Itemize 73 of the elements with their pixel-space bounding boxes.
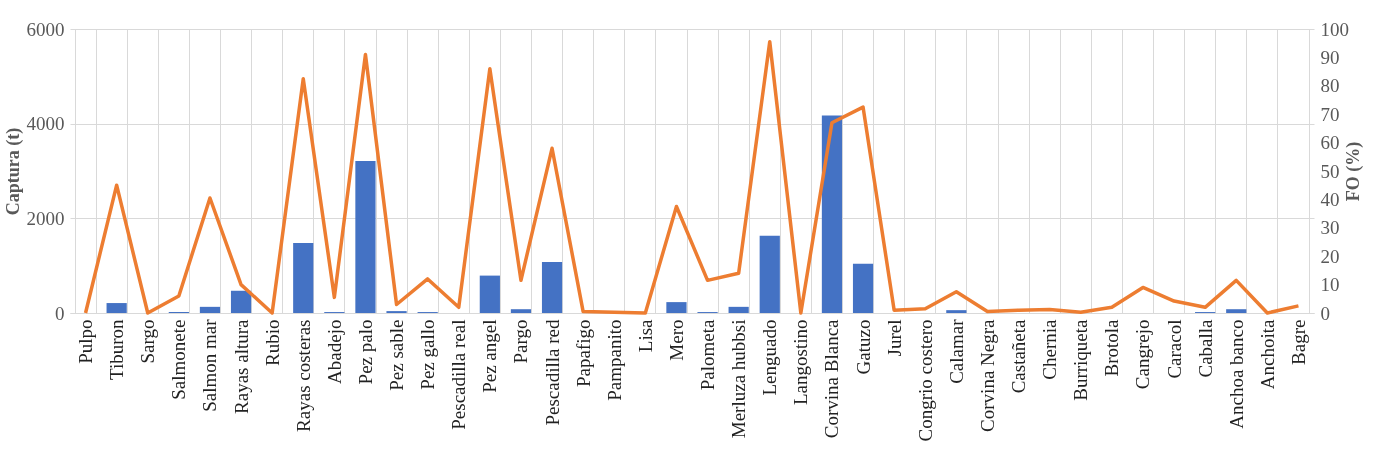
y2-tick-label: 40: [1320, 188, 1340, 210]
x-tick-label: Pampanito: [603, 319, 625, 401]
y2-tick-label: 100: [1320, 18, 1349, 40]
bar: [821, 115, 843, 313]
bar: [510, 309, 532, 313]
y-tick-label: 4000: [26, 113, 65, 135]
x-tick-label: Pescadilla real: [448, 319, 470, 430]
x-tick-label: Brotola: [1101, 318, 1123, 377]
x-tick-label: Jurel: [883, 319, 905, 357]
x-tick-label: Sargo: [137, 319, 159, 364]
x-tick-label: Rayas altura: [230, 318, 252, 414]
x-tick-label: Castañeta: [1008, 318, 1030, 394]
bar: [946, 310, 967, 313]
bar: [106, 303, 127, 313]
y-tick-label: 0: [55, 302, 65, 324]
bar: [728, 306, 749, 313]
x-tick-label: Calamar: [945, 318, 967, 384]
y2-tick-label: 50: [1320, 160, 1340, 182]
x-tick-label: Pez palo: [354, 319, 376, 385]
y-axis-title: Captura (t): [2, 127, 24, 216]
y2-tick-label: 90: [1320, 46, 1340, 68]
y2-tick-label: 70: [1320, 103, 1340, 125]
x-tick-label: Lenguado: [759, 319, 781, 396]
y2-tick-label: 10: [1320, 274, 1340, 296]
x-tick-label: Papafigo: [572, 319, 594, 388]
bar: [355, 161, 376, 313]
x-tick-label: Pez sable: [386, 319, 408, 391]
bar: [666, 302, 687, 313]
x-tick-label: Cangrejo: [1132, 319, 1154, 390]
line-series: [83, 40, 1301, 315]
x-tick-label: Salmon mar: [199, 318, 221, 412]
x-tick-label: Pez angel: [479, 319, 501, 393]
bar: [541, 261, 563, 313]
y2-tick-label: 30: [1320, 217, 1340, 239]
x-tick-label: Tiburon: [106, 319, 128, 381]
y2-tick-label: 20: [1320, 245, 1340, 267]
y-tick-label: 2000: [26, 207, 65, 229]
x-tick-label: Abadejo: [323, 319, 345, 384]
y2-tick-label: 60: [1320, 132, 1340, 154]
x-tick-label: Caracol: [1163, 319, 1185, 379]
x-tick-label: Burriqueta: [1070, 318, 1092, 401]
x-tick-label: Pez gallo: [417, 319, 439, 390]
y2-axis-title: FO (%): [1343, 141, 1364, 202]
bar: [199, 306, 221, 313]
x-tick-label: Langostino: [790, 319, 812, 405]
bar: [852, 263, 874, 313]
y-tick-label: 6000: [26, 18, 65, 40]
bar: [1226, 309, 1247, 313]
bar: [479, 275, 500, 313]
x-tick-label: Anchoita: [1256, 318, 1278, 390]
bar: [230, 290, 252, 313]
x-tick-label: Palometa: [697, 318, 719, 391]
x-tick-label: Rayas costeras: [292, 319, 314, 432]
x-tick-label: Mero: [665, 319, 687, 361]
x-tick-label: Pescadilla red: [541, 319, 563, 426]
x-tick-label: Corvina Blanca: [821, 318, 843, 439]
y2-tick-label: 0: [1320, 302, 1330, 324]
x-tick-label: Anchoa banco: [1225, 319, 1247, 429]
x-tick-label: Lisa: [634, 318, 656, 353]
x-tick-label: Congrio costero: [914, 319, 936, 442]
x-tick-label: Salmonete: [168, 319, 190, 400]
bar: [293, 242, 314, 313]
y2-tick-label: 80: [1320, 75, 1340, 97]
x-tick-label: Gatuzo: [852, 319, 874, 375]
x-tick-label: Rubio: [261, 319, 283, 366]
x-tick-label: Merluza hubbsi: [728, 319, 750, 439]
bar: [759, 235, 780, 313]
x-tick-label: Pulpo: [75, 319, 97, 364]
x-tick-label: Pargo: [510, 319, 532, 364]
x-tick-label: Caballa: [1194, 318, 1216, 378]
x-tick-label: Bagre: [1287, 319, 1309, 365]
x-tick-label: Corvina Negra: [976, 318, 998, 432]
x-tick-label: Chernia: [1039, 318, 1061, 380]
